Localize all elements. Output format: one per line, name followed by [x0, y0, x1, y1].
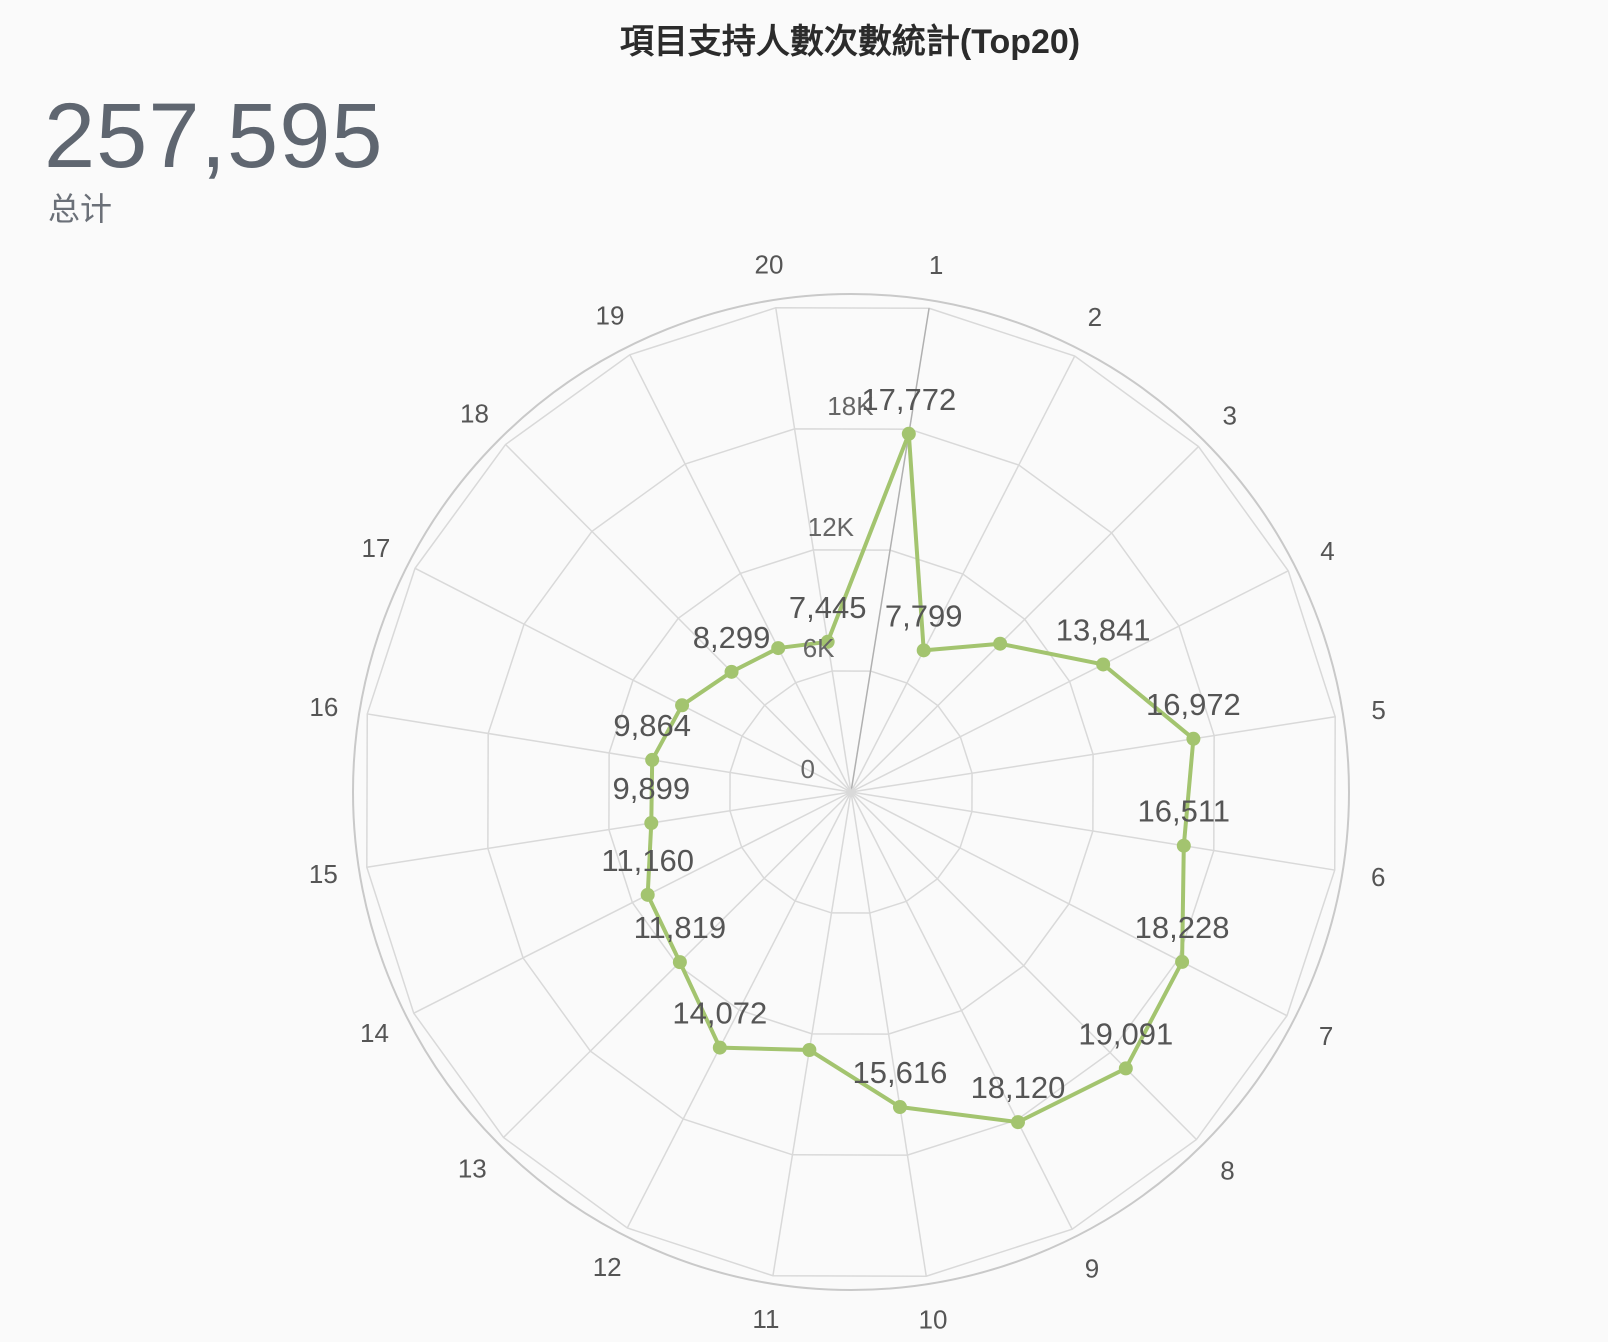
- data-label-8: 19,091: [1078, 1016, 1173, 1051]
- axis-label-5: 5: [1371, 695, 1385, 725]
- data-point-13: [673, 955, 687, 969]
- axis-label-12: 12: [593, 1252, 622, 1282]
- data-point-12: [713, 1041, 727, 1055]
- data-point-5: [1186, 732, 1200, 746]
- axis-label-11: 11: [752, 1304, 779, 1334]
- grid-spoke: [851, 792, 1072, 1229]
- data-point-7: [1175, 955, 1189, 969]
- data-label-12: 14,072: [672, 996, 767, 1031]
- data-label-16: 9,864: [613, 708, 691, 743]
- data-label-2: 7,799: [885, 598, 963, 633]
- axis-label-6: 6: [1371, 862, 1385, 892]
- axis-label-10: 10: [919, 1305, 948, 1335]
- axis-label-16: 16: [309, 692, 338, 722]
- data-point-19: [771, 641, 785, 655]
- data-label-7: 18,228: [1135, 910, 1230, 945]
- data-point-2: [917, 643, 931, 657]
- data-point-11: [802, 1043, 816, 1057]
- data-point-1: [902, 427, 916, 441]
- grid-spoke: [851, 356, 1075, 792]
- data-label-15: 9,899: [613, 771, 691, 806]
- data-label-5: 16,972: [1146, 687, 1241, 722]
- radar-grid: [353, 294, 1349, 1290]
- axis-label-15: 15: [309, 859, 338, 889]
- data-point-15: [644, 816, 658, 830]
- data-label-6: 16,511: [1138, 794, 1231, 829]
- data-label-20: 7,445: [789, 590, 867, 625]
- axis-label-13: 13: [458, 1153, 487, 1183]
- data-label-4: 13,841: [1056, 612, 1151, 647]
- axis-label-19: 19: [595, 300, 624, 330]
- radial-tick-label: 12K: [808, 512, 855, 542]
- data-point-18: [725, 665, 739, 679]
- data-label-1: 17,772: [861, 382, 956, 417]
- data-point-16: [645, 753, 659, 767]
- axis-label-18: 18: [460, 398, 489, 428]
- axis-label-14: 14: [360, 1018, 389, 1048]
- grid-spoke: [414, 792, 851, 1013]
- data-point-10: [893, 1100, 907, 1114]
- data-label-10: 15,616: [853, 1055, 948, 1090]
- data-label-9: 18,120: [971, 1070, 1066, 1105]
- axis-label-3: 3: [1222, 401, 1236, 431]
- data-point-4: [1096, 657, 1110, 671]
- axis-label-17: 17: [361, 533, 390, 563]
- data-point-9: [1011, 1115, 1025, 1129]
- axis-label-4: 4: [1320, 536, 1334, 566]
- axis-label-8: 8: [1220, 1156, 1234, 1186]
- axis-label-1: 1: [929, 250, 943, 280]
- axis-label-7: 7: [1319, 1021, 1333, 1051]
- data-label-14: 11,160: [601, 843, 694, 878]
- data-label-18: 8,299: [693, 620, 771, 655]
- data-point-14: [641, 888, 655, 902]
- data-point-6: [1177, 839, 1191, 853]
- data-point-3: [993, 637, 1007, 651]
- grid-spoke: [415, 568, 851, 792]
- data-label-13: 11,819: [634, 910, 727, 945]
- axis-label-2: 2: [1088, 302, 1102, 332]
- data-point-8: [1119, 1061, 1133, 1075]
- radial-tick-label: 0: [801, 754, 815, 784]
- radial-tick-label: 6K: [803, 633, 835, 663]
- axis-label-20: 20: [755, 249, 784, 279]
- axis-label-9: 9: [1085, 1254, 1099, 1284]
